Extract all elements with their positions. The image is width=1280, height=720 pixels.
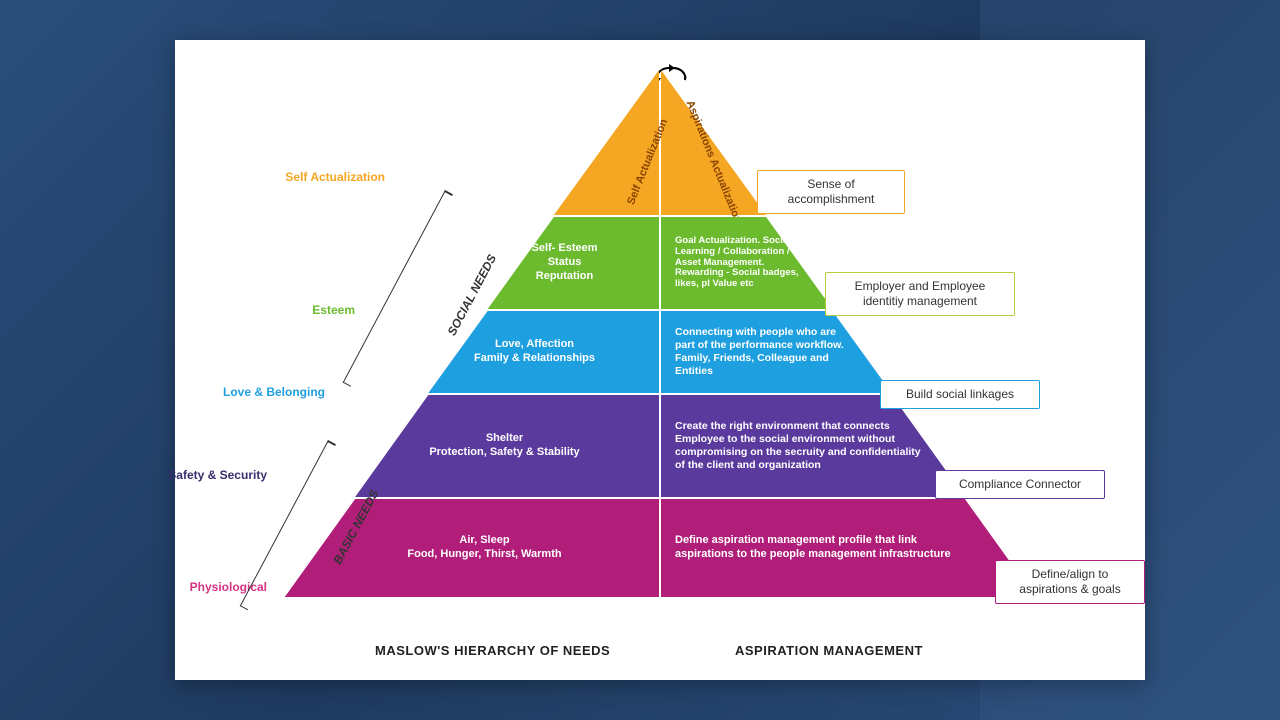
category-self-actualization: Self Actualization: [275, 170, 385, 184]
category-love: Love & Belonging: [215, 385, 325, 399]
callout-physiological: Define/align to aspirations & goals: [995, 560, 1145, 604]
tier1-left: Air, Sleep Food, Hunger, Thirst, Warmth: [250, 499, 659, 597]
tier-physiological: Air, Sleep Food, Hunger, Thirst, Warmth …: [250, 499, 1070, 597]
callout-self-actualization: Sense of accomplishment: [757, 170, 905, 214]
category-esteem: Esteem: [245, 303, 355, 317]
callout-love: Build social linkages: [880, 380, 1040, 409]
callout-esteem: Employer and Employee identitiy manageme…: [825, 272, 1015, 316]
pyramid: Self Actualization Aspirations Actualiza…: [250, 70, 1070, 625]
tier4-left: Self- Esteem Status Reputation: [250, 217, 659, 309]
category-safety: Safety & Security: [157, 468, 267, 482]
tier5-left: [250, 70, 659, 215]
diagram-card: Self Actualization Aspirations Actualiza…: [175, 40, 1145, 680]
axis-label-right: ASPIRATION MANAGEMENT: [735, 643, 923, 658]
axis-label-left: MASLOW'S HIERARCHY OF NEEDS: [375, 643, 610, 658]
callout-safety: Compliance Connector: [935, 470, 1105, 499]
